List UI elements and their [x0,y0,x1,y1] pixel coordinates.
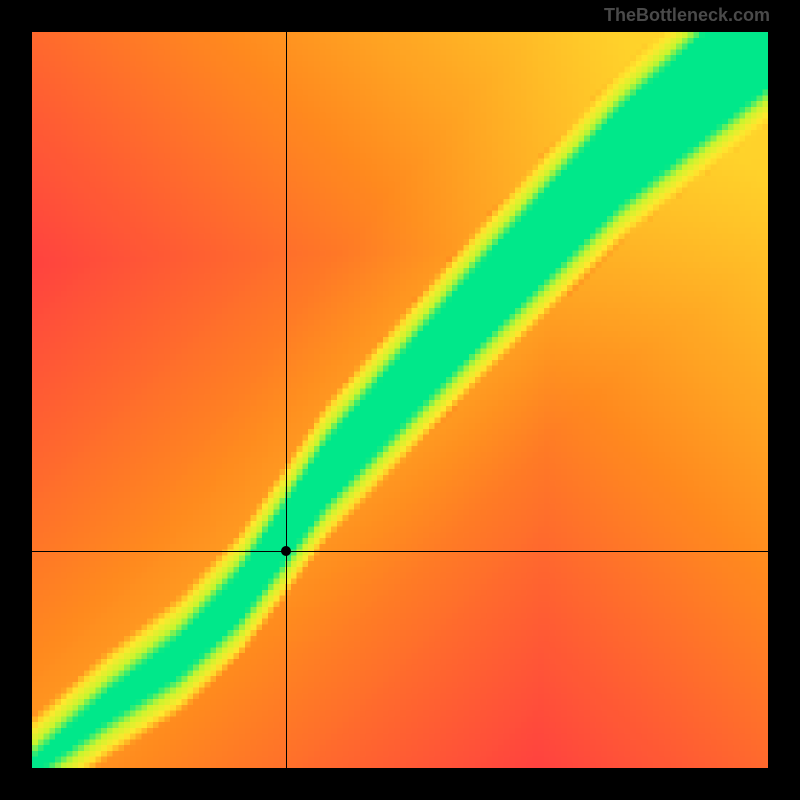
heatmap-plot-area [32,32,768,768]
heatmap-canvas [32,32,768,768]
crosshair-marker-dot [281,546,291,556]
watermark-text: TheBottleneck.com [604,5,770,26]
crosshair-horizontal [32,551,768,552]
crosshair-vertical [286,32,287,768]
